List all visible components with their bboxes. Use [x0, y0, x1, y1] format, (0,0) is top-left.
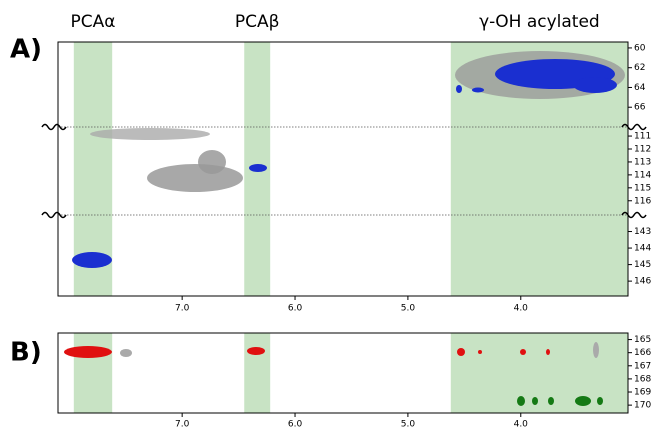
contour [597, 397, 603, 405]
y-tick-label: 145 [634, 260, 651, 270]
panel-label: A) [10, 35, 42, 65]
y-tick-label: 116 [634, 196, 651, 206]
y-tick-label: 60 [634, 43, 646, 53]
y-tick-label: 115 [634, 183, 651, 193]
y-tick-label: 64 [634, 83, 646, 93]
x-tick-label: 5.0 [401, 304, 416, 314]
contour [532, 397, 538, 405]
y-tick-label: 112 [634, 145, 651, 155]
contour [456, 85, 462, 93]
break-mark [41, 211, 67, 219]
y-tick-label: 169 [634, 388, 651, 398]
contour [472, 87, 484, 93]
y-tick-label: 62 [634, 63, 645, 73]
y-tick-label: 114 [634, 170, 651, 180]
contour [575, 396, 591, 406]
break-mark [621, 123, 647, 131]
x-tick-label: 6.0 [288, 304, 303, 314]
y-tick-label: 146 [634, 277, 651, 287]
contour [478, 350, 482, 354]
break-mark [621, 211, 647, 219]
contour [72, 252, 112, 268]
contour [573, 77, 617, 93]
y-tick-label: 168 [634, 374, 651, 384]
plot-frame [57, 41, 629, 297]
x-tick-label: 6.0 [288, 420, 303, 430]
y-tick-label: 167 [634, 361, 651, 371]
contour [546, 349, 550, 355]
band-label: PCAα [71, 12, 116, 32]
contour [593, 342, 599, 358]
contour [247, 347, 265, 355]
y-tick-label: 143 [634, 227, 651, 237]
plot-frame [57, 332, 629, 414]
y-tick-label: 113 [634, 157, 651, 167]
x-tick-label: 7.0 [175, 304, 190, 314]
contour [64, 346, 112, 358]
band-label: γ-OH acylated [479, 12, 600, 32]
y-tick-label: 165 [634, 335, 651, 345]
contour [249, 164, 267, 172]
y-tick-label: 111 [634, 132, 651, 142]
break-mark [41, 123, 67, 131]
y-tick-label: 166 [634, 348, 651, 358]
contour [120, 349, 132, 357]
axes: PCAα PCAβ γ-OH acylated A) 7.0 6.0 5.0 4.0 60 62 6… [10, 12, 651, 430]
contour [517, 396, 525, 406]
band [73, 333, 113, 413]
panel-label: B) [10, 338, 42, 368]
x-tick-label: 4.0 [514, 304, 529, 314]
contours [64, 51, 625, 406]
contour [548, 397, 554, 405]
band-label: PCAβ [235, 12, 280, 32]
y-tick-label: 144 [634, 244, 651, 254]
contour [520, 349, 526, 355]
x-tick-label: 5.0 [401, 420, 416, 430]
y-tick-label: 66 [634, 103, 646, 113]
contour [457, 348, 465, 356]
band [244, 333, 271, 413]
x-tick-label: 7.0 [175, 420, 190, 430]
contour [90, 128, 210, 140]
contour [198, 150, 226, 174]
y-tick-label: 170 [634, 401, 651, 411]
contour [147, 164, 243, 192]
x-tick-label: 4.0 [514, 420, 529, 430]
